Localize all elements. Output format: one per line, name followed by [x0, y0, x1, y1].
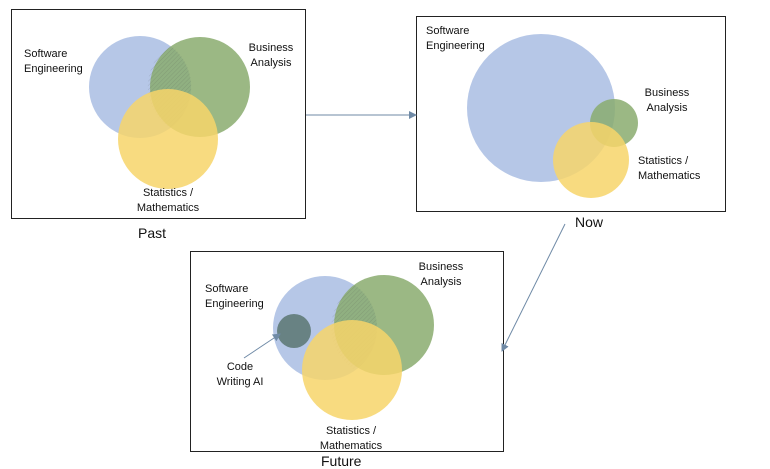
- past-business-label-line2: Analysis: [250, 57, 292, 69]
- past-stats-label-line1: Statistics /: [142, 187, 194, 199]
- now-venn: [467, 34, 638, 198]
- future-ai-label-line1: Code: [226, 361, 254, 373]
- future-stats-label: Statistics / Mathematics: [311, 424, 391, 454]
- past-software-label: Software Engineering: [24, 47, 83, 77]
- now-software-label-line1: Software: [426, 25, 470, 37]
- now-to-future-arrow: [501, 223, 566, 352]
- future-ai-circle: [277, 314, 311, 348]
- future-stats-label-line2: Mathematics: [319, 440, 383, 452]
- now-stats-circle: [553, 122, 629, 198]
- now-stats-label-line2: Mathematics: [638, 170, 701, 182]
- now-title: Now: [575, 214, 604, 230]
- future-software-label: Software Engineering: [205, 282, 264, 312]
- now-software-label: Software Engineering: [426, 24, 485, 54]
- future-stats-label-line1: Statistics /: [325, 425, 377, 437]
- future-software-label-line2: Engineering: [205, 298, 264, 310]
- future-stats-circle: [302, 320, 402, 420]
- future-title: Future: [321, 453, 362, 469]
- past-stats-label-line2: Mathematics: [136, 202, 200, 214]
- future-business-label-line2: Analysis: [420, 276, 462, 288]
- now-business-label-line2: Analysis: [646, 102, 688, 114]
- past-stats-circle: [118, 89, 218, 189]
- past-venn: [89, 36, 250, 189]
- now-software-label-line2: Engineering: [426, 40, 485, 52]
- past-business-label-line1: Business: [248, 42, 294, 54]
- past-business-label: Business Analysis: [240, 41, 302, 71]
- past-title: Past: [138, 225, 167, 241]
- past-software-label-line1: Software: [24, 48, 68, 60]
- past-panel-frame: [11, 9, 306, 219]
- now-business-label: Business Analysis: [636, 86, 698, 116]
- past-software-label-line2: Engineering: [24, 63, 83, 75]
- now-stats-label: Statistics / Mathematics: [638, 154, 700, 184]
- future-ai-label: Code Writing AI: [210, 360, 270, 390]
- now-stats-label-line1: Statistics /: [638, 155, 689, 167]
- now-business-label-line1: Business: [644, 87, 690, 99]
- future-business-label-line1: Business: [418, 261, 464, 273]
- future-venn: [273, 275, 434, 420]
- future-software-label-line1: Software: [205, 283, 249, 295]
- future-ai-label-line2: Writing AI: [216, 376, 264, 388]
- future-business-label: Business Analysis: [410, 260, 472, 290]
- past-stats-label: Statistics / Mathematics: [128, 186, 208, 216]
- ai-pointer-arrow: [243, 333, 281, 359]
